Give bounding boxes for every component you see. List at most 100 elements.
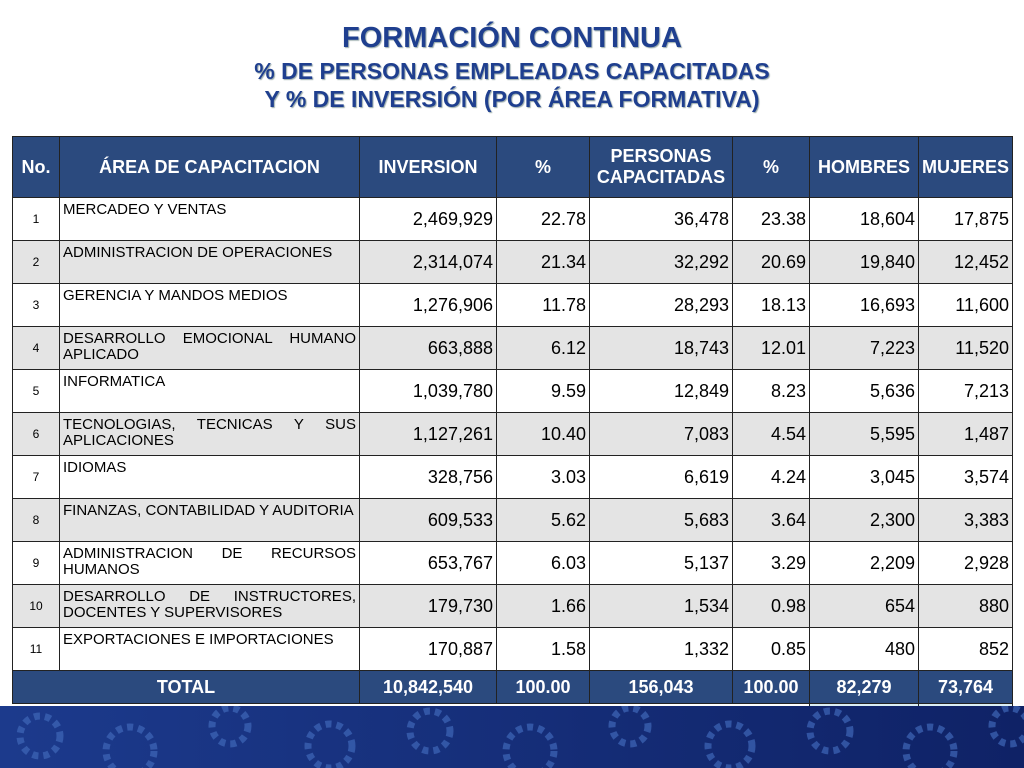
value-cell: 653,767 bbox=[359, 541, 497, 585]
value-cell: 0.85 bbox=[732, 627, 810, 671]
area-cell: IDIOMAS bbox=[59, 455, 360, 499]
total-row: TOTAL 10,842,540 100.00 156,043 100.00 82,279… bbox=[12, 670, 1013, 704]
value-cell: 663,888 bbox=[359, 326, 497, 370]
area-cell: MERCADEO Y VENTAS bbox=[59, 197, 360, 241]
value-cell: 1,332 bbox=[589, 627, 733, 671]
value-cell: 654 bbox=[809, 584, 919, 628]
decorative-band bbox=[0, 706, 1024, 768]
value-cell: 19,840 bbox=[809, 240, 919, 284]
table-row: 2 ADMINISTRACION DE OPERACIONES 2,314,074 2… bbox=[12, 240, 1013, 284]
value-cell: 0.98 bbox=[732, 584, 810, 628]
value-cell: 20.69 bbox=[732, 240, 810, 284]
value-cell: 2,928 bbox=[918, 541, 1013, 585]
row-number: 4 bbox=[12, 326, 60, 370]
value-cell: 852 bbox=[918, 627, 1013, 671]
value-cell: 2,209 bbox=[809, 541, 919, 585]
value-cell: 18,743 bbox=[589, 326, 733, 370]
value-cell: 16,693 bbox=[809, 283, 919, 327]
area-cell: EXPORTACIONES E IMPORTACIONES bbox=[59, 627, 360, 671]
value-cell: 3,045 bbox=[809, 455, 919, 499]
total-cell: 82,279 bbox=[809, 670, 919, 704]
table-row: 1 MERCADEO Y VENTAS 2,469,929 22.78 36,478 23… bbox=[12, 197, 1013, 241]
header-cell: INVERSION bbox=[359, 136, 497, 198]
table-row: 3 GERENCIA Y MANDOS MEDIOS 1,276,906 11.78 2… bbox=[12, 283, 1013, 327]
data-table: No. ÁREA DE CAPACITACION INVERSION% PERSONA… bbox=[12, 136, 1013, 739]
header-cell: % bbox=[496, 136, 590, 198]
value-cell: 7,213 bbox=[918, 369, 1013, 413]
header-cell: HOMBRES bbox=[809, 136, 919, 198]
row-number: 6 bbox=[12, 412, 60, 456]
table-row: 10 DESARROLLO DE INSTRUCTORES, DOCENTES Y… bbox=[12, 584, 1013, 628]
table-row: 7 IDIOMAS 328,756 3.03 6,619 4.24 3,045 3,574 bbox=[12, 455, 1013, 499]
header-cell: % bbox=[732, 136, 810, 198]
row-number: 3 bbox=[12, 283, 60, 327]
value-cell: 5,137 bbox=[589, 541, 733, 585]
table-row: 6 TECNOLOGIAS, TECNICAS Y SUS APLICACIONE… bbox=[12, 412, 1013, 456]
value-cell: 3.03 bbox=[496, 455, 590, 499]
area-cell: GERENCIA Y MANDOS MEDIOS bbox=[59, 283, 360, 327]
value-cell: 3.29 bbox=[732, 541, 810, 585]
value-cell: 28,293 bbox=[589, 283, 733, 327]
area-cell: FINANZAS, CONTABILIDAD Y AUDITORIA bbox=[59, 498, 360, 542]
total-cell: 73,764 bbox=[918, 670, 1013, 704]
value-cell: 2,469,929 bbox=[359, 197, 497, 241]
value-cell: 170,887 bbox=[359, 627, 497, 671]
area-cell: ADMINISTRACION DE OPERACIONES bbox=[59, 240, 360, 284]
value-cell: 1,487 bbox=[918, 412, 1013, 456]
value-cell: 23.38 bbox=[732, 197, 810, 241]
value-cell: 1.66 bbox=[496, 584, 590, 628]
value-cell: 22.78 bbox=[496, 197, 590, 241]
value-cell: 2,300 bbox=[809, 498, 919, 542]
area-cell: ADMINISTRACION DE RECURSOS HUMANOS bbox=[59, 541, 360, 585]
value-cell: 5.62 bbox=[496, 498, 590, 542]
row-number: 1 bbox=[12, 197, 60, 241]
table-row: 9 ADMINISTRACION DE RECURSOS HUMANOS 653,7… bbox=[12, 541, 1013, 585]
value-cell: 7,223 bbox=[809, 326, 919, 370]
value-cell: 1,534 bbox=[589, 584, 733, 628]
row-number: 11 bbox=[12, 627, 60, 671]
value-cell: 179,730 bbox=[359, 584, 497, 628]
value-cell: 6.12 bbox=[496, 326, 590, 370]
value-cell: 6,619 bbox=[589, 455, 733, 499]
row-number: 7 bbox=[12, 455, 60, 499]
subtitle: Y % DE INVERSIÓN (POR ÁREA FORMATIVA) bbox=[264, 86, 760, 112]
value-cell: 11.78 bbox=[496, 283, 590, 327]
value-cell: 12,452 bbox=[918, 240, 1013, 284]
value-cell: 17,875 bbox=[918, 197, 1013, 241]
area-cell: DESARROLLO DE INSTRUCTORES, DOCENTES Y S… bbox=[59, 584, 360, 628]
value-cell: 5,595 bbox=[809, 412, 919, 456]
value-cell: 480 bbox=[809, 627, 919, 671]
value-cell: 32,292 bbox=[589, 240, 733, 284]
value-cell: 328,756 bbox=[359, 455, 497, 499]
value-cell: 1,039,780 bbox=[359, 369, 497, 413]
value-cell: 4.54 bbox=[732, 412, 810, 456]
header-row: No. ÁREA DE CAPACITACION INVERSION% PERSONA… bbox=[12, 136, 1013, 198]
subtitle: % DE PERSONAS EMPLEADAS CAPACITADAS bbox=[254, 58, 770, 84]
value-cell: 2,314,074 bbox=[359, 240, 497, 284]
total-cell: 100.00 bbox=[496, 670, 590, 704]
value-cell: 6.03 bbox=[496, 541, 590, 585]
value-cell: 880 bbox=[918, 584, 1013, 628]
value-cell: 3,383 bbox=[918, 498, 1013, 542]
value-cell: 3.64 bbox=[732, 498, 810, 542]
row-number: 8 bbox=[12, 498, 60, 542]
header-cell: PERSONAS CAPACITADAS bbox=[589, 136, 733, 198]
header-cell: ÁREA DE CAPACITACION bbox=[59, 136, 360, 198]
value-cell: 1,127,261 bbox=[359, 412, 497, 456]
value-cell: 11,520 bbox=[918, 326, 1013, 370]
value-cell: 10.40 bbox=[496, 412, 590, 456]
value-cell: 5,683 bbox=[589, 498, 733, 542]
value-cell: 11,600 bbox=[918, 283, 1013, 327]
table-row: 4 DESARROLLO EMOCIONAL HUMANO APLICADO 663… bbox=[12, 326, 1013, 370]
total-cell: 100.00 bbox=[732, 670, 810, 704]
value-cell: 9.59 bbox=[496, 369, 590, 413]
header-cell: MUJERES bbox=[918, 136, 1013, 198]
value-cell: 18.13 bbox=[732, 283, 810, 327]
total-cell: 156,043 bbox=[589, 670, 733, 704]
value-cell: 1,276,906 bbox=[359, 283, 497, 327]
value-cell: 18,604 bbox=[809, 197, 919, 241]
row-number: 10 bbox=[12, 584, 60, 628]
table-row: 5 INFORMATICA 1,039,780 9.59 12,849 8.23 5,636… bbox=[12, 369, 1013, 413]
row-number: 2 bbox=[12, 240, 60, 284]
